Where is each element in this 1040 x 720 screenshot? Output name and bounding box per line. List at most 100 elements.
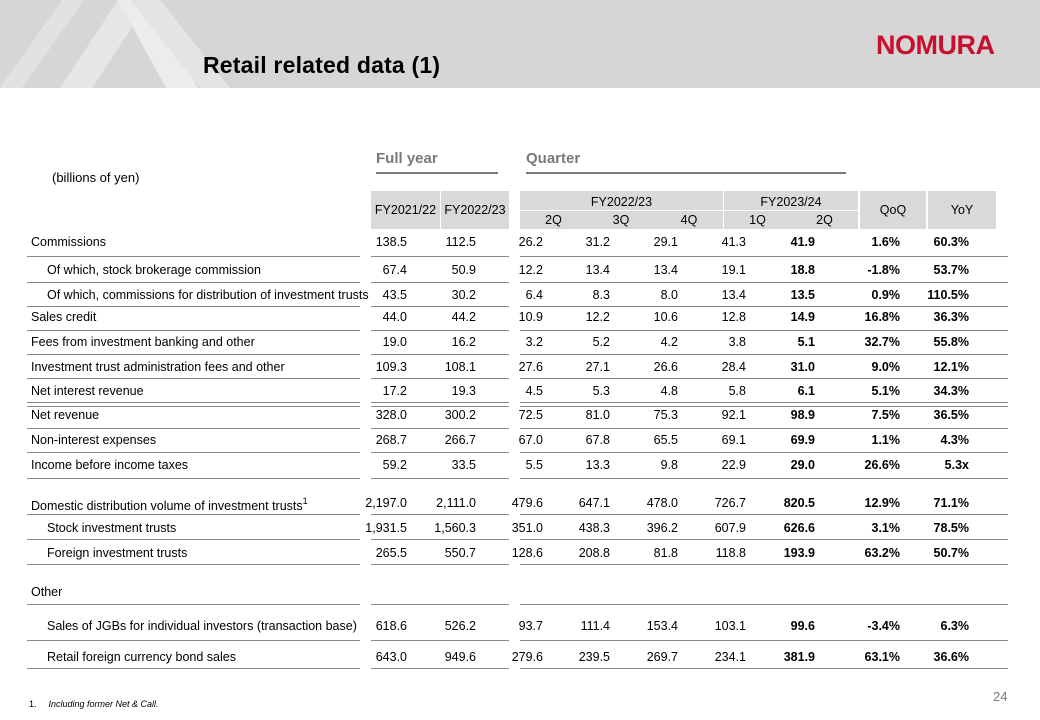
col-header-q3: 3Q xyxy=(612,213,630,227)
row-label-text: Fees from investment banking and other xyxy=(31,335,255,349)
table-cell: 300.2 xyxy=(444,408,476,422)
row-divider xyxy=(27,354,360,355)
table-cell: 949.6 xyxy=(444,650,476,664)
row-divider xyxy=(520,452,1008,453)
table-cell: 607.9 xyxy=(714,521,746,535)
table-cell: 8.3 xyxy=(592,288,610,302)
table-cell: 108.1 xyxy=(444,360,476,374)
table-cell: 43.5 xyxy=(382,288,407,302)
row-divider xyxy=(27,306,360,307)
row-divider xyxy=(520,514,1008,515)
table-cell: 1,560.3 xyxy=(434,521,476,535)
row-label: Of which, commissions for distribution o… xyxy=(47,288,369,302)
row-divider xyxy=(371,330,509,331)
table-cell: 12.2 xyxy=(585,310,610,324)
table-cell: 50.7% xyxy=(933,546,969,560)
table-cell: -1.8% xyxy=(867,263,900,277)
table-cell: 328.0 xyxy=(375,408,407,422)
table-cell: 12.8 xyxy=(721,310,746,324)
row-divider xyxy=(371,514,509,515)
row-divider xyxy=(371,539,509,540)
table-cell: 31.0 xyxy=(790,360,815,374)
table-cell: 78.5% xyxy=(933,521,969,535)
row-label-text: Stock investment trusts xyxy=(47,521,177,535)
row-label: Other xyxy=(31,585,62,599)
table-cell: -3.4% xyxy=(867,619,900,633)
table-cell: 16.8% xyxy=(864,310,900,324)
table-cell: 153.4 xyxy=(646,619,678,633)
row-divider xyxy=(27,478,360,479)
row-divider xyxy=(371,378,509,379)
table-cell: 29.1 xyxy=(653,235,678,249)
table-cell: 67.4 xyxy=(382,263,407,277)
table-cell: 93.7 xyxy=(518,619,543,633)
row-label-text: Net interest revenue xyxy=(31,384,144,398)
table-cell: 4.2 xyxy=(660,335,678,349)
table-cell: 63.1% xyxy=(864,650,900,664)
table-cell: 1,931.5 xyxy=(365,521,407,535)
table-cell: 30.2 xyxy=(451,288,476,302)
table-cell: 9.8 xyxy=(660,458,678,472)
table-cell: 27.6 xyxy=(518,360,543,374)
table-cell: 626.6 xyxy=(783,521,815,535)
row-divider xyxy=(27,428,360,429)
table-cell: 65.5 xyxy=(653,433,678,447)
table-cell: 60.3% xyxy=(933,235,969,249)
row-label: Of which, stock brokerage commission xyxy=(47,263,261,277)
table-cell: 16.2 xyxy=(451,335,476,349)
table-cell: 28.4 xyxy=(721,360,746,374)
table-cell: 67.0 xyxy=(518,433,543,447)
table-cell: 44.2 xyxy=(451,310,476,324)
table-cell: 239.5 xyxy=(578,650,610,664)
table-cell: 2,111.0 xyxy=(436,496,476,510)
col-header-q2: 2Q xyxy=(545,213,562,227)
table-cell: 0.9% xyxy=(871,288,901,302)
table-cell: 12.2 xyxy=(518,263,543,277)
table-cell: 19.3 xyxy=(451,384,476,398)
row-divider xyxy=(520,604,1008,605)
table-cell: 13.4 xyxy=(721,288,746,302)
table-cell: 112.5 xyxy=(445,235,476,249)
table-cell: 111.4 xyxy=(580,619,610,633)
row-divider xyxy=(27,402,360,407)
nomura-logo: NOMURA xyxy=(876,30,995,60)
col-group-fy2023-24: FY2023/24 xyxy=(760,195,822,209)
row-divider xyxy=(520,402,1008,407)
section-quarter-rule xyxy=(526,172,846,174)
table-cell: 6.3% xyxy=(940,619,970,633)
table-cell: 820.5 xyxy=(783,496,815,510)
table-cell: 29.0 xyxy=(790,458,815,472)
table-cell: 18.8 xyxy=(790,263,815,277)
section-full-year: Full year xyxy=(376,150,438,167)
row-label-text: Retail foreign currency bond sales xyxy=(47,650,236,664)
row-label-text: Commissions xyxy=(31,235,107,249)
row-label: Sales credit xyxy=(31,310,96,324)
table-cell: 351.0 xyxy=(511,521,543,535)
table-cell: 128.6 xyxy=(511,546,543,560)
row-divider xyxy=(27,668,360,669)
row-label-text: Net revenue xyxy=(31,408,100,422)
table-cell: 32.7% xyxy=(864,335,900,349)
row-label-text: Foreign investment trusts xyxy=(47,546,188,560)
table-cell: 13.5 xyxy=(790,288,815,302)
table-cell: 726.7 xyxy=(714,496,746,510)
table-cell: 53.7% xyxy=(933,263,969,277)
row-divider xyxy=(27,604,360,605)
table-cell: 3.2 xyxy=(525,335,543,349)
table-cell: 69.1 xyxy=(721,433,746,447)
header-band xyxy=(0,0,1040,88)
row-divider xyxy=(371,668,509,669)
row-divider xyxy=(371,354,509,355)
row-label-text: Non-interest expenses xyxy=(31,433,157,447)
table-cell: 99.6 xyxy=(790,619,815,633)
table-cell: 5.2 xyxy=(592,335,610,349)
row-label: Fees from investment banking and other xyxy=(31,335,255,349)
table-cell: 118.8 xyxy=(715,546,746,560)
col-group-fy2022-23: FY2022/23 xyxy=(590,195,653,209)
header-separator xyxy=(440,191,441,229)
table-cell: 36.3% xyxy=(933,310,969,324)
row-divider xyxy=(371,282,509,283)
table-cell: 268.7 xyxy=(375,433,407,447)
row-label: Commissions xyxy=(31,235,106,249)
table-cell: 643.0 xyxy=(375,650,407,664)
